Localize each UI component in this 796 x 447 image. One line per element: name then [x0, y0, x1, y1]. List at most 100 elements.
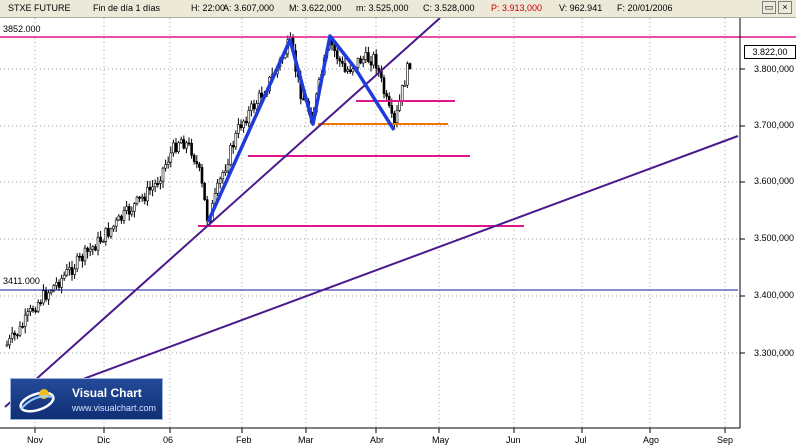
candle-body	[346, 69, 349, 72]
candle-body	[13, 332, 17, 336]
candle-body	[218, 178, 222, 184]
candle-body	[104, 228, 108, 242]
candle-body	[403, 84, 407, 87]
candle-body	[52, 285, 56, 292]
candle-body	[122, 210, 126, 221]
candle-body	[190, 142, 193, 156]
candle-body	[161, 167, 165, 182]
candle-body	[244, 120, 248, 124]
candle-body	[153, 183, 157, 188]
candle-body	[114, 219, 118, 227]
candle-body	[382, 77, 386, 94]
candle-body	[195, 161, 199, 165]
chart-header-bar: STXE FUTURE Fin de día 1 días H: 22:00 A…	[0, 0, 796, 18]
long-trendline	[39, 135, 739, 396]
candle-body	[117, 215, 121, 221]
candle-body	[247, 110, 251, 124]
candle-body	[135, 196, 139, 204]
restore-button[interactable]: ▭	[762, 1, 776, 14]
y-tick-label: 3.700,000	[753, 120, 794, 130]
candle-body	[359, 58, 362, 64]
candle-body	[239, 124, 243, 128]
candle-body	[151, 186, 154, 191]
steep-trendline	[4, 18, 441, 408]
candle-body	[34, 310, 37, 313]
price-label: P: 3.913,000	[491, 3, 543, 13]
candle-body	[385, 93, 388, 97]
logo-url: www.visualchart.com	[72, 403, 157, 413]
y-tick-label: 3.400,000	[753, 290, 794, 300]
candle-body	[125, 206, 128, 211]
low-label: m: 3.525,000	[356, 3, 409, 13]
candle-body	[148, 186, 152, 191]
candle-body	[369, 61, 373, 66]
candle-body	[83, 247, 87, 262]
candle-body	[226, 164, 230, 172]
candle-body	[408, 63, 412, 69]
candle-body	[174, 142, 178, 152]
candle-body	[94, 246, 97, 251]
candle-body	[182, 139, 186, 149]
candle-body	[237, 124, 240, 134]
candle-body	[221, 172, 225, 180]
candle-body	[205, 199, 209, 221]
candle-body	[242, 120, 245, 128]
candle-body	[5, 344, 9, 347]
candle-body	[21, 325, 24, 328]
candle-body	[130, 210, 134, 215]
candle-body	[109, 228, 113, 237]
candle-body	[99, 236, 102, 242]
candle-body	[393, 113, 396, 123]
y-tick-label: 3.800,000	[753, 64, 794, 74]
close-button[interactable]: ×	[778, 1, 792, 14]
y-tick-label: 3.300,000	[753, 348, 794, 358]
candle-body	[252, 103, 256, 110]
candle-body	[44, 290, 48, 300]
candle-body	[68, 267, 71, 270]
visual-chart-logo: Visual Chart www.visualchart.com	[10, 378, 163, 420]
candle-body	[406, 63, 409, 86]
candle-body	[255, 103, 258, 110]
candle-body	[57, 282, 61, 288]
candle-body	[338, 58, 342, 62]
candle-body	[302, 98, 305, 101]
candle-body	[351, 68, 355, 73]
candle-body	[127, 206, 131, 215]
candle-body	[10, 332, 14, 339]
candle-body	[172, 142, 175, 154]
x-tick-label: Sep	[717, 435, 734, 445]
price-chart[interactable]	[0, 18, 796, 447]
candle-body	[260, 92, 264, 98]
candle-body	[96, 236, 100, 251]
candle-body	[177, 142, 180, 152]
candle-body	[81, 255, 84, 262]
candle-body	[62, 274, 66, 279]
candle-body	[26, 311, 30, 316]
candle-body	[250, 103, 253, 111]
candle-body	[333, 44, 336, 51]
candle-body	[229, 145, 232, 165]
level-label-lower: 3411.000	[2, 276, 41, 287]
candle-body	[257, 92, 261, 104]
hour-label: H: 22:00	[191, 3, 226, 13]
period-label: Fin de día 1 días	[93, 3, 161, 13]
x-tick-label: Jul	[575, 435, 587, 445]
high-label: M: 3.622,000	[289, 3, 342, 13]
candle-body	[179, 139, 183, 144]
date-label: F: 20/01/2006	[617, 3, 673, 13]
candle-body	[187, 142, 191, 145]
candle-body	[112, 225, 115, 230]
candle-body	[185, 142, 188, 149]
candle-body	[107, 228, 110, 237]
candle-body	[400, 85, 404, 101]
candle-body	[70, 267, 74, 275]
level-label-upper: 3852.000	[2, 24, 42, 35]
volume-label: V: 962.941	[559, 3, 603, 13]
candle-body	[367, 52, 370, 62]
candle-body	[166, 161, 170, 165]
candle-body	[395, 110, 399, 123]
candle-body	[78, 255, 82, 258]
candle-body	[31, 308, 35, 312]
logo-title: Visual Chart	[72, 386, 142, 400]
candle-body	[138, 196, 141, 199]
